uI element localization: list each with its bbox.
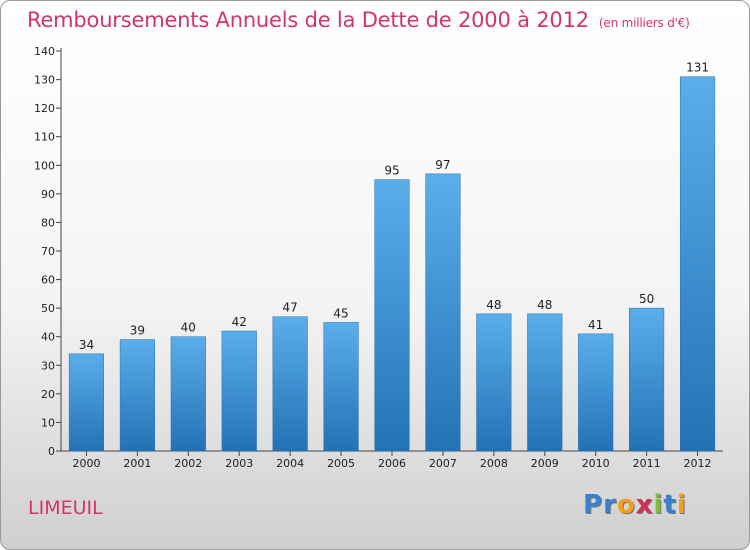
- bar-value-label: 48: [486, 298, 501, 312]
- y-tick-label: 80: [41, 216, 55, 229]
- bar-value-label: 48: [537, 298, 552, 312]
- x-tick-label: 2002: [174, 457, 202, 470]
- x-tick-label: 2007: [429, 457, 457, 470]
- bar-value-label: 50: [639, 292, 654, 306]
- y-tick-label: 100: [34, 159, 55, 172]
- bar: [170, 336, 206, 452]
- x-tick-label: 2004: [276, 457, 304, 470]
- bar: [323, 322, 359, 452]
- bar-value-label: 45: [333, 306, 348, 320]
- y-tick-label: 20: [41, 388, 55, 401]
- y-tick-label: 40: [41, 331, 55, 344]
- bar: [578, 333, 614, 452]
- x-tick-label: 2000: [72, 457, 100, 470]
- y-tick-label: 30: [41, 359, 55, 372]
- bar: [629, 307, 665, 452]
- x-tick-label: 2011: [633, 457, 661, 470]
- x-tick-label: 2008: [480, 457, 508, 470]
- y-tick-label: 70: [41, 245, 55, 258]
- y-tick-label: 0: [48, 445, 55, 458]
- chart-axes: 0 10 20 30 40 50 60 70 80 90 100 110 120 130 140: [34, 45, 723, 458]
- commune-name: LIMEUIL: [28, 497, 103, 519]
- y-tick-label: 50: [41, 302, 55, 315]
- x-tick-label: 2001: [123, 457, 151, 470]
- bar-value-label: 40: [181, 321, 196, 335]
- bar-value-label: 97: [435, 158, 450, 172]
- y-tick-label: 140: [34, 45, 55, 58]
- bar: [476, 313, 512, 452]
- bar-value-label: 34: [79, 338, 94, 352]
- x-tick-label: 2009: [531, 457, 559, 470]
- logo-letter: x: [635, 490, 654, 520]
- bar: [374, 179, 410, 452]
- logo-letter: r: [603, 490, 617, 520]
- bar: [68, 353, 105, 452]
- x-tick-label: 2006: [378, 457, 406, 470]
- bar-value-label: 131: [686, 61, 709, 75]
- y-tick-label: 120: [34, 102, 55, 115]
- bar-value-label: 42: [232, 315, 247, 329]
- y-tick-label: 110: [34, 131, 55, 144]
- chart-unit: (en milliers d'€): [598, 16, 690, 30]
- bar-value-label: 47: [283, 301, 298, 315]
- logo-letter: i: [653, 490, 664, 520]
- y-tick-label: 130: [34, 74, 55, 87]
- logo-letter: i: [676, 490, 687, 520]
- bar: [527, 313, 563, 452]
- bar: [221, 330, 257, 452]
- bar: [679, 76, 716, 452]
- y-tick-label: 60: [41, 274, 55, 287]
- proxiti-logo: Proxiti: [583, 490, 687, 520]
- x-tick-label: 2010: [582, 457, 610, 470]
- chart-title: Remboursements Annuels de la Dette de 20…: [27, 8, 690, 32]
- bar-value-label: 39: [130, 324, 145, 338]
- chart-bars: [68, 76, 716, 452]
- bar: [425, 173, 461, 452]
- chart-title-text: Remboursements Annuels de la Dette de 20…: [27, 8, 589, 32]
- y-tick-label: 90: [41, 188, 55, 201]
- bar-value-label: 41: [588, 318, 603, 332]
- bar: [272, 316, 308, 452]
- bar: [119, 339, 155, 452]
- y-tick-label: 10: [41, 416, 55, 429]
- x-tick-label: 2003: [225, 457, 253, 470]
- x-tick-label: 2012: [684, 457, 712, 470]
- logo-letter: P: [583, 490, 604, 520]
- x-tick-label: 2005: [327, 457, 355, 470]
- logo-letter: t: [663, 490, 677, 520]
- bar-value-label: 95: [384, 164, 399, 178]
- logo-letter: o: [616, 490, 636, 520]
- chart-labels: 2000 34 2001 39 2002 40 2003 42 2004 47 2005 45 2006…: [72, 61, 711, 470]
